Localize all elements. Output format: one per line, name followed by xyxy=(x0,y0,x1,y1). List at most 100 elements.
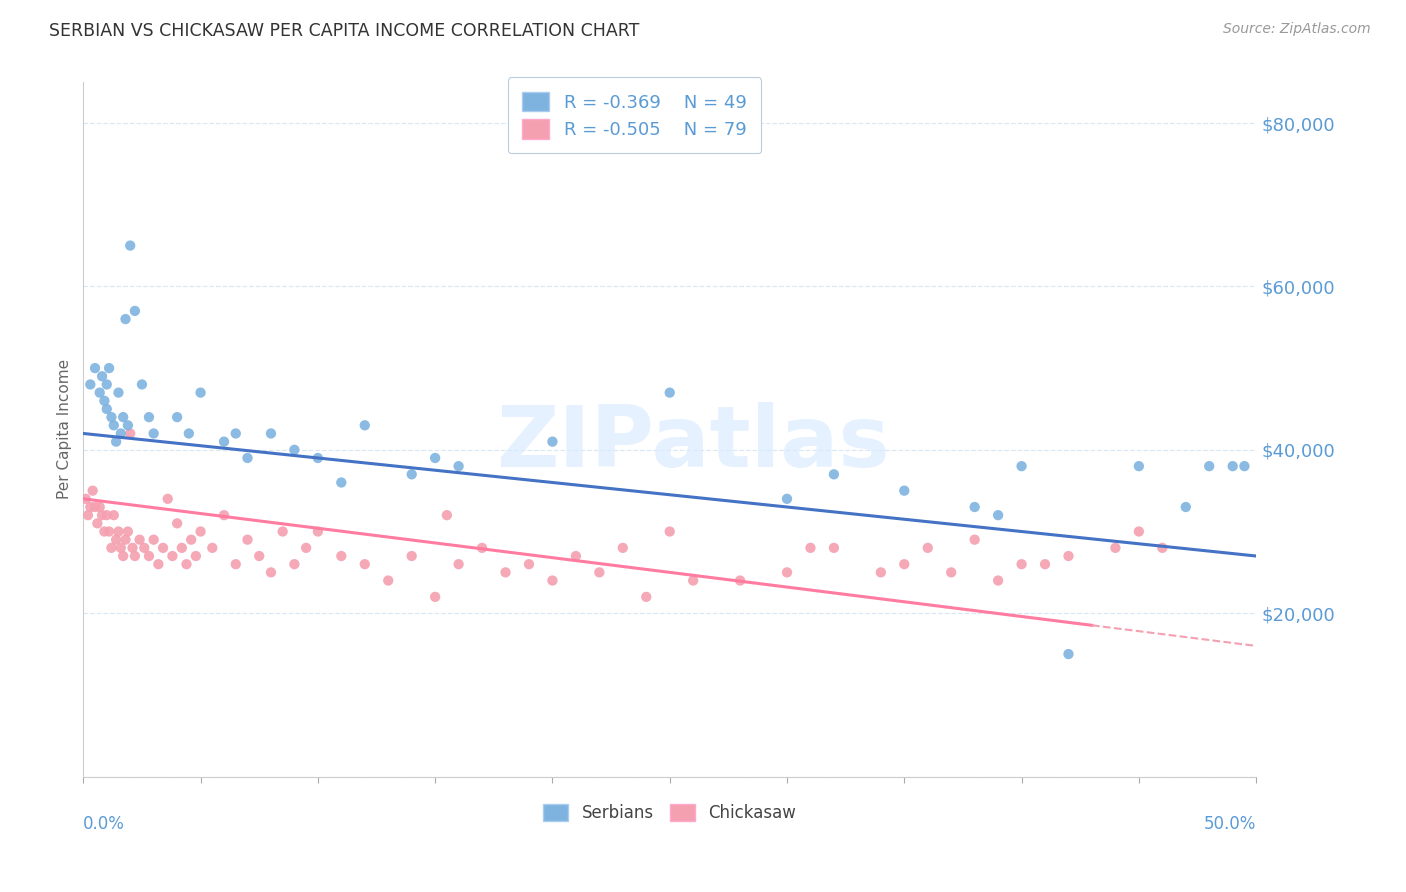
Point xyxy=(114,533,136,547)
Point xyxy=(658,385,681,400)
Point xyxy=(1222,459,1244,474)
Point xyxy=(84,361,107,376)
Point xyxy=(963,533,986,547)
Point xyxy=(987,574,1010,588)
Point xyxy=(138,410,160,425)
Point xyxy=(283,558,305,572)
Point xyxy=(330,475,353,490)
Point xyxy=(117,418,139,433)
Point xyxy=(517,558,540,572)
Point xyxy=(247,549,270,563)
Point xyxy=(541,574,564,588)
Point xyxy=(124,549,146,563)
Point xyxy=(142,426,165,441)
Point xyxy=(176,558,198,572)
Point xyxy=(447,459,470,474)
Point xyxy=(131,377,153,392)
Point xyxy=(96,508,118,523)
Point xyxy=(148,558,170,572)
Point xyxy=(105,533,128,547)
Point xyxy=(107,385,129,400)
Point xyxy=(225,558,247,572)
Point xyxy=(86,516,108,531)
Point xyxy=(307,524,329,539)
Point xyxy=(190,524,212,539)
Point xyxy=(495,566,517,580)
Point xyxy=(401,549,423,563)
Point xyxy=(79,377,101,392)
Point xyxy=(353,558,375,572)
Point xyxy=(75,491,97,506)
Point xyxy=(180,533,202,547)
Point xyxy=(636,590,658,604)
Point xyxy=(82,483,104,498)
Point xyxy=(112,410,135,425)
Point xyxy=(110,541,132,555)
Point xyxy=(377,574,399,588)
Point xyxy=(917,541,939,555)
Point xyxy=(987,508,1010,523)
Point xyxy=(103,508,125,523)
Point xyxy=(117,524,139,539)
Point xyxy=(134,541,156,555)
Legend: R = -0.369    N = 49, R = -0.505    N = 79: R = -0.369 N = 49, R = -0.505 N = 79 xyxy=(508,78,761,153)
Point xyxy=(963,500,986,514)
Point xyxy=(588,566,610,580)
Point xyxy=(98,524,121,539)
Point xyxy=(1198,459,1220,474)
Text: ZIPatlas: ZIPatlas xyxy=(496,401,890,484)
Point xyxy=(201,541,224,555)
Y-axis label: Per Capita Income: Per Capita Income xyxy=(58,359,72,500)
Point xyxy=(166,516,188,531)
Point xyxy=(190,385,212,400)
Point xyxy=(100,541,122,555)
Point xyxy=(84,500,107,514)
Point xyxy=(236,533,259,547)
Point xyxy=(1128,459,1150,474)
Point xyxy=(89,385,111,400)
Text: 0.0%: 0.0% xyxy=(83,814,125,833)
Point xyxy=(869,566,891,580)
Point xyxy=(1174,500,1197,514)
Point xyxy=(166,410,188,425)
Point xyxy=(162,549,184,563)
Point xyxy=(96,377,118,392)
Point xyxy=(423,590,446,604)
Point xyxy=(98,361,121,376)
Point xyxy=(93,393,115,408)
Point xyxy=(1233,459,1256,474)
Point xyxy=(105,434,128,449)
Point xyxy=(142,533,165,547)
Point xyxy=(728,574,751,588)
Point xyxy=(1011,558,1033,572)
Point xyxy=(96,401,118,416)
Point xyxy=(156,491,179,506)
Point xyxy=(177,426,200,441)
Point xyxy=(682,574,704,588)
Point xyxy=(565,549,588,563)
Point xyxy=(110,426,132,441)
Point xyxy=(225,426,247,441)
Point xyxy=(152,541,174,555)
Text: Source: ZipAtlas.com: Source: ZipAtlas.com xyxy=(1223,22,1371,37)
Point xyxy=(893,558,915,572)
Point xyxy=(120,238,142,252)
Point xyxy=(121,541,143,555)
Point xyxy=(128,533,150,547)
Point xyxy=(307,450,329,465)
Point xyxy=(91,508,114,523)
Point xyxy=(236,450,259,465)
Point xyxy=(260,426,283,441)
Point xyxy=(138,549,160,563)
Point xyxy=(1057,549,1080,563)
Point xyxy=(295,541,318,555)
Point xyxy=(1128,524,1150,539)
Point xyxy=(212,434,235,449)
Point xyxy=(184,549,207,563)
Point xyxy=(1033,558,1056,572)
Point xyxy=(799,541,821,555)
Point xyxy=(541,434,564,449)
Point xyxy=(124,304,146,318)
Point xyxy=(170,541,193,555)
Point xyxy=(1152,541,1174,555)
